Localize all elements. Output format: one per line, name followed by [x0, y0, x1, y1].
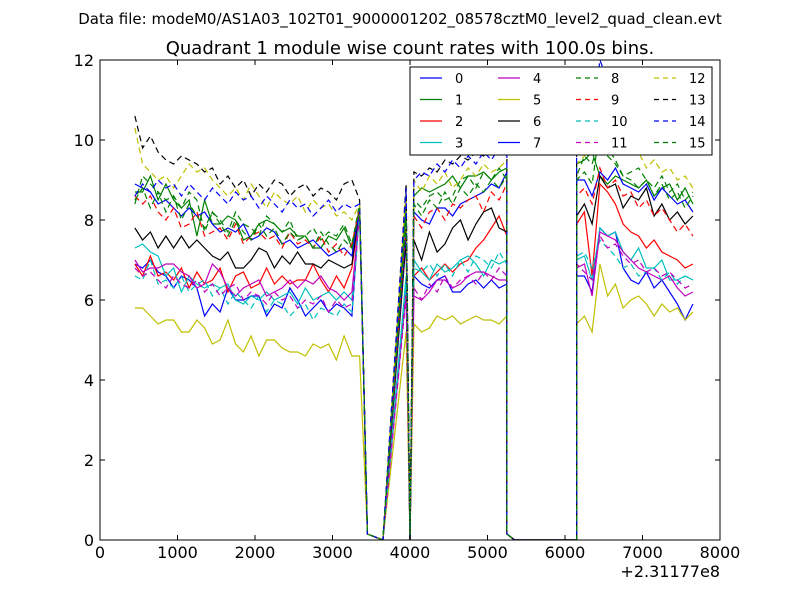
- x-tick-label: 1000: [157, 543, 198, 562]
- series-line-9: [134, 165, 694, 540]
- x-tick-label: 5000: [467, 543, 508, 562]
- legend-label-12: 12: [689, 72, 706, 87]
- series-line-10: [134, 211, 694, 540]
- legend-label-3: 3: [455, 137, 463, 152]
- legend-label-9: 9: [611, 94, 619, 109]
- y-tick-label: 10: [74, 131, 94, 150]
- legend-label-6: 6: [533, 115, 541, 130]
- series-line-12: [134, 114, 694, 540]
- x-tick-label: 6000: [545, 543, 586, 562]
- legend-box: [409, 66, 713, 156]
- x-tick-label: 4000: [390, 543, 431, 562]
- y-tick-label: 0: [84, 531, 94, 550]
- x-tick-label: 8000: [700, 543, 741, 562]
- x-tick-label: 3000: [312, 543, 353, 562]
- legend-label-8: 8: [611, 72, 619, 87]
- legend-label-4: 4: [533, 72, 541, 87]
- y-tick-label: 12: [74, 51, 94, 70]
- x-tick-label: 2000: [235, 543, 276, 562]
- y-tick-label: 4: [84, 371, 94, 390]
- legend-label-2: 2: [455, 115, 463, 130]
- series-lines: [134, 60, 694, 540]
- y-tick-label: 2: [84, 451, 94, 470]
- x-offset-label: +2.31177e8: [620, 562, 720, 581]
- plot-area: [134, 60, 694, 540]
- legend-label-15: 15: [689, 137, 706, 152]
- legend-label-10: 10: [611, 115, 628, 130]
- legend-label-13: 13: [689, 94, 706, 109]
- legend-label-7: 7: [533, 137, 541, 152]
- legend-label-11: 11: [611, 137, 628, 152]
- series-line-15: [134, 125, 694, 540]
- legend-label-1: 1: [455, 94, 463, 109]
- data-file-suptitle: Data file: modeM0/AS1A03_102T01_90000012…: [78, 10, 722, 29]
- x-tick-label: 7000: [622, 543, 663, 562]
- legend-label-5: 5: [533, 94, 541, 109]
- chart-title: Quadrant 1 module wise count rates with …: [166, 38, 655, 59]
- y-tick-label: 6: [84, 291, 94, 310]
- legend-label-0: 0: [455, 72, 463, 87]
- x-tick-label: 0: [95, 543, 105, 562]
- y-tick-label: 8: [84, 211, 94, 230]
- legend-label-14: 14: [689, 115, 706, 130]
- axes: 0 1000 2000 3000 4000 5000 6000 7000 80000246810…: [74, 51, 741, 562]
